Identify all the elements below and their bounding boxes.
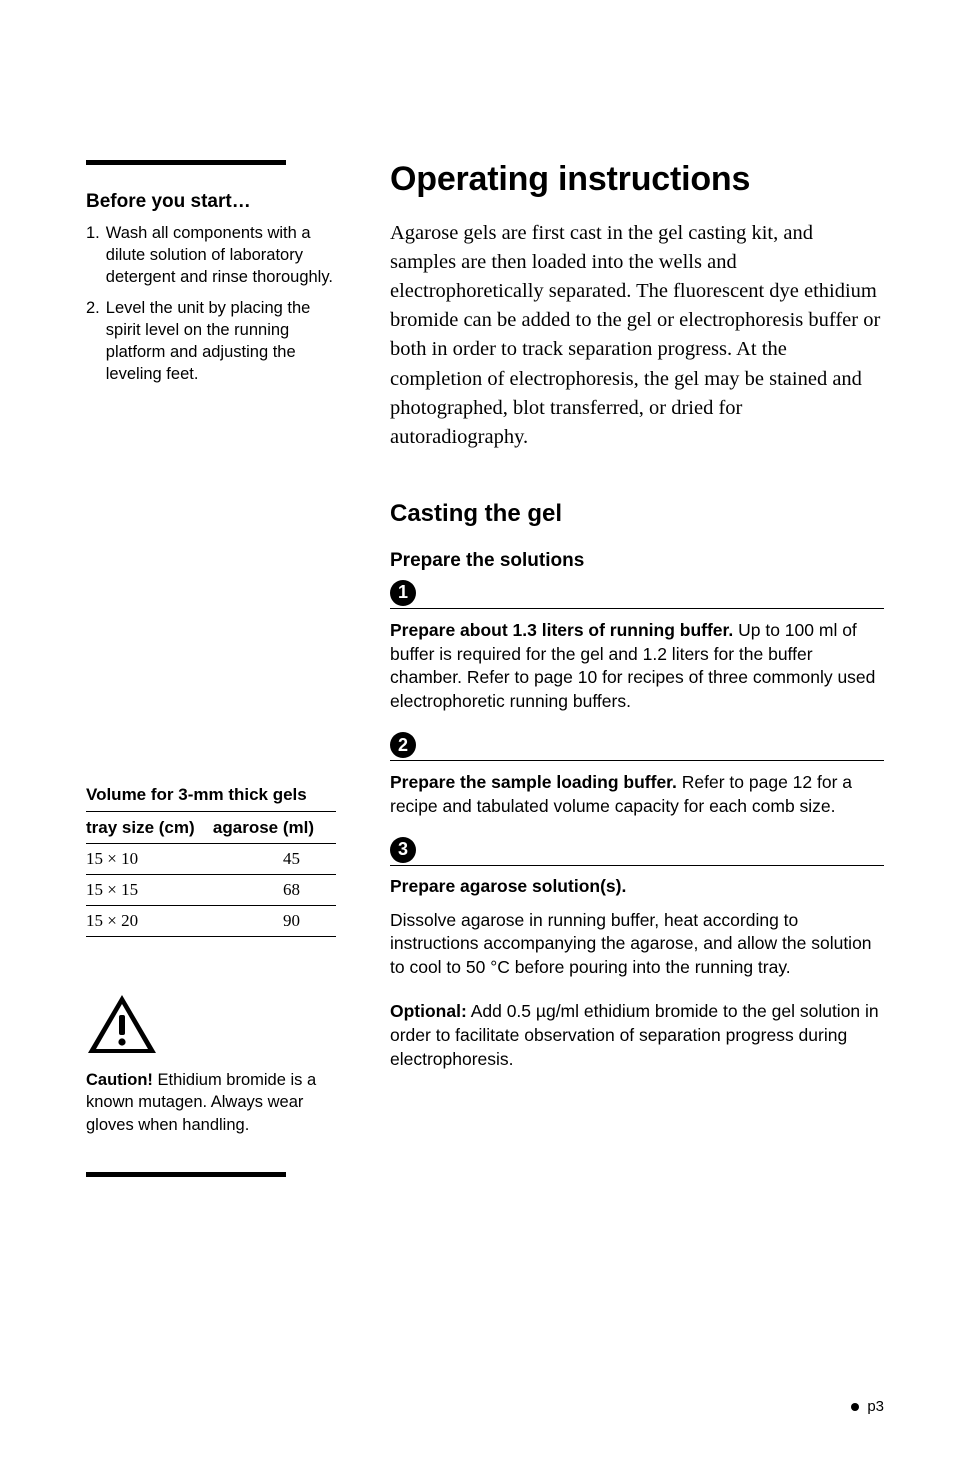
sidebar-bottom-rule [86, 1172, 286, 1177]
step-rule [390, 608, 884, 609]
step-block: 3 Prepare agarose solution(s). Dissolve … [390, 837, 884, 1072]
caution-text: Caution! Ethidium bromide is a known mut… [86, 1069, 346, 1135]
step-block: 2 Prepare the sample loading buffer. Ref… [390, 732, 884, 819]
table-header-row: tray size (cm) agarose (ml) [86, 812, 336, 844]
table-row: 15 × 15 68 [86, 875, 336, 906]
cell-agarose: 90 [203, 906, 336, 937]
caution-label: Caution! [86, 1071, 153, 1089]
volume-table: tray size (cm) agarose (ml) 15 × 10 45 1… [86, 811, 336, 937]
table-row: 15 × 20 90 [86, 906, 336, 937]
cell-agarose: 45 [203, 844, 336, 875]
before-start-title: Before you start… [86, 191, 346, 213]
page: Before you start… 1. Wash all components… [86, 160, 884, 1177]
table-row: 15 × 10 45 [86, 844, 336, 875]
cell-size: 15 × 15 [86, 875, 203, 906]
step-rule [390, 760, 884, 761]
caution-block: Caution! Ethidium bromide is a known mut… [86, 993, 346, 1135]
volume-table-title: Volume for 3-mm thick gels [86, 785, 346, 805]
step-body: Prepare the sample loading buffer. Refer… [390, 771, 884, 819]
optional-label: Optional: [390, 1001, 467, 1021]
list-text: Level the unit by placing the spirit lev… [106, 298, 346, 385]
step-paragraph: Dissolve agarose in running buffer, heat… [390, 909, 884, 980]
list-number: 2. [86, 298, 100, 385]
before-start-item: 2. Level the unit by placing the spirit … [86, 298, 346, 385]
list-text: Wash all components with a dilute soluti… [106, 223, 346, 288]
page-number: p3 [867, 1398, 884, 1415]
step-block: 1 Prepare about 1.3 liters of running bu… [390, 580, 884, 714]
cell-size: 15 × 20 [86, 906, 203, 937]
sidebar-top-rule [86, 160, 286, 165]
step-number-badge: 3 [390, 837, 416, 863]
step-bold: Prepare about 1.3 liters of running buff… [390, 620, 733, 640]
step-number-badge: 2 [390, 732, 416, 758]
before-start-item: 1. Wash all components with a dilute sol… [86, 223, 346, 288]
list-number: 1. [86, 223, 100, 288]
step-number-badge: 1 [390, 580, 416, 606]
step-body: Prepare about 1.3 liters of running buff… [390, 619, 884, 714]
main-content: Operating instructions Agarose gels are … [390, 160, 884, 1177]
warning-triangle-icon [86, 993, 158, 1055]
footer-bullet-icon [851, 1403, 859, 1411]
col-tray-size: tray size (cm) [86, 812, 203, 844]
step-optional: Optional: Add 0.5 µg/ml ethidium bromide… [390, 1000, 884, 1071]
page-footer: p3 [851, 1398, 884, 1415]
step-bold: Prepare the sample loading buffer. [390, 772, 677, 792]
intro-paragraph: Agarose gels are first cast in the gel c… [390, 219, 884, 452]
before-start-list: 1. Wash all components with a dilute sol… [86, 223, 346, 385]
page-title: Operating instructions [390, 160, 884, 199]
cell-agarose: 68 [203, 875, 336, 906]
step-rule [390, 865, 884, 866]
sidebar: Before you start… 1. Wash all components… [86, 160, 346, 1177]
cell-size: 15 × 10 [86, 844, 203, 875]
sidebar-spacer [86, 395, 346, 785]
section-title: Casting the gel [390, 500, 884, 528]
subsection-title: Prepare the solutions [390, 550, 884, 572]
step-subhead: Prepare agarose solution(s). [390, 876, 884, 897]
col-agarose: agarose (ml) [203, 812, 336, 844]
